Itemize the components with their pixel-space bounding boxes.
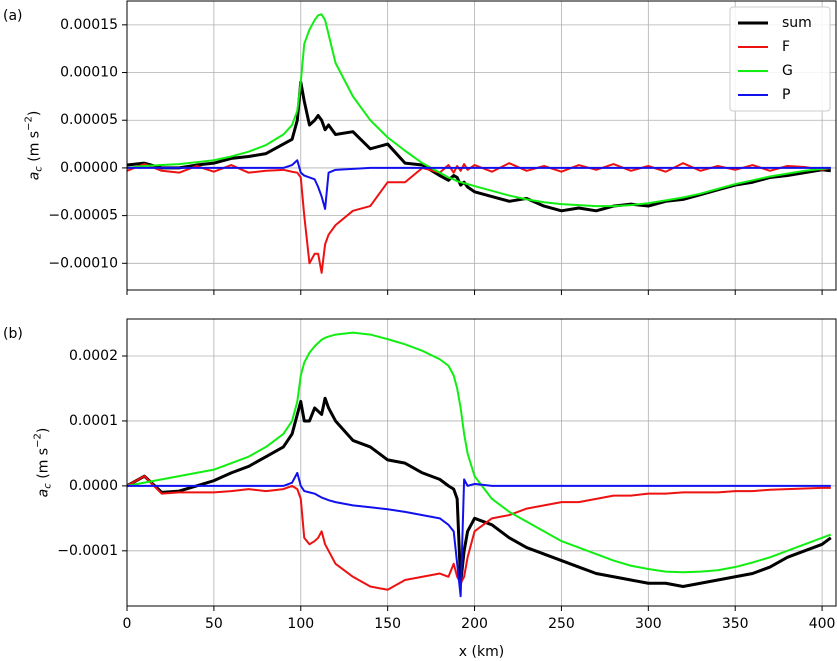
panel: 0 50 100 150 200 250 300 350 400 0.0002 0.0001 0.00… — [3, 318, 837, 660]
ylabel-symbol: a — [26, 172, 42, 181]
x-axis-label: x (km) — [459, 644, 504, 660]
x-tick-label: 350 — [722, 616, 749, 632]
series-line — [127, 331, 832, 574]
y-tick-label: 0.00005 — [60, 112, 118, 128]
series-line — [127, 80, 831, 213]
ylabel-subscript: c — [42, 483, 53, 489]
y-tick-label: 0.00015 — [60, 17, 118, 33]
legend-label: sum — [782, 15, 812, 31]
y-tick-label: −0.00010 — [48, 255, 118, 271]
y-tick-label: 0.00000 — [60, 160, 118, 176]
y-tick-label: −0.0001 — [57, 543, 118, 559]
x-tick-label: 50 — [205, 616, 223, 632]
ylabel-unit: (m s — [26, 131, 42, 166]
panel: 0.00015 0.00010 0.00005 0.00000 −0.00005 −0.0… — [3, 0, 837, 295]
y-tick-label: 0.0001 — [69, 413, 118, 429]
plot-frame — [126, 318, 837, 607]
series-line — [127, 471, 831, 598]
series-line — [127, 13, 831, 208]
series-line — [127, 162, 832, 274]
ylabel-unit: (m s — [35, 448, 51, 483]
lines — [127, 13, 832, 274]
series-line — [127, 159, 831, 210]
legend: sum FGP — [729, 6, 831, 112]
x-tick-label: 400 — [809, 616, 836, 632]
x-tick-label: 250 — [548, 616, 575, 632]
x-tick-label: 200 — [461, 616, 488, 632]
x-tick-label: 300 — [635, 616, 662, 632]
x-tick-label: 0 — [123, 616, 132, 632]
legend-label: P — [782, 87, 790, 103]
y-tick-label: −0.00005 — [48, 208, 118, 224]
series-line — [127, 396, 832, 589]
legend-frame — [729, 6, 831, 112]
legend-label: F — [782, 39, 790, 55]
series-line — [127, 475, 831, 591]
y-axis-label: ac (m s−2) — [32, 428, 53, 498]
panel-label: (a) — [3, 8, 23, 24]
ylabel-subscript: c — [33, 166, 44, 172]
y-tick-label: 0.0000 — [69, 478, 118, 494]
x-tick-label: 100 — [287, 616, 314, 632]
legend-label: G — [782, 63, 793, 79]
y-tick-label: 0.0002 — [69, 348, 118, 364]
ylabel-exponent: −2 — [23, 116, 34, 131]
lines — [127, 331, 832, 598]
y-axis-label: ac (m s−2) — [23, 111, 44, 181]
x-tick-label: 150 — [374, 616, 401, 632]
y-tick-label: 0.00010 — [60, 65, 118, 81]
ylabel-symbol: a — [35, 489, 51, 498]
ylabel-close: ) — [35, 428, 51, 433]
ylabel-exponent: −2 — [32, 433, 43, 448]
panel-label: (b) — [3, 326, 23, 342]
ylabel-close: ) — [26, 111, 42, 116]
plot-frame — [126, 0, 837, 291]
